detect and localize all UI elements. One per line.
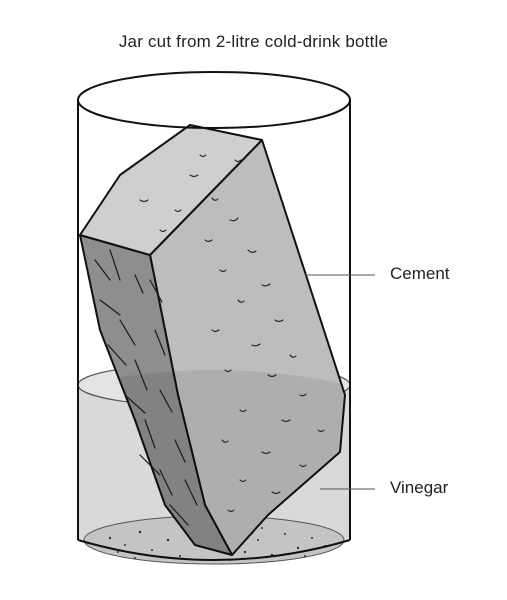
cement-label: Cement — [390, 264, 450, 283]
jar-bottom — [77, 539, 351, 561]
cement-texture — [139, 154, 325, 513]
cement-side-texture — [94, 249, 198, 526]
cement-side-face — [79, 234, 233, 556]
vinegar-label: Vinegar — [390, 478, 449, 497]
jar-top-rim — [77, 71, 351, 129]
sediment-dots — [108, 527, 327, 561]
cement-top-face — [79, 124, 263, 256]
diagram-title: Jar cut from 2-litre cold-drink bottle — [118, 32, 389, 51]
